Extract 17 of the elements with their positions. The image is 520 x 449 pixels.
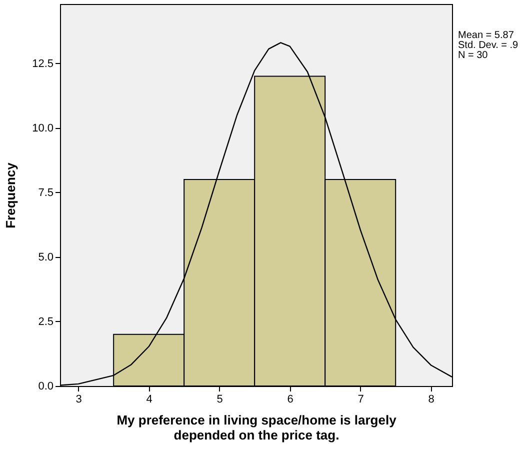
x-tick-label: 8 <box>428 394 434 406</box>
x-tick-label: 7 <box>358 394 364 406</box>
x-tick-label: 6 <box>287 394 294 406</box>
y-tick-label: 2.5 <box>38 316 54 328</box>
x-tick-label: 4 <box>146 394 152 406</box>
x-axis-title: My preference in living space/home is largely depended on the price tag. <box>116 412 398 442</box>
text: N = 30 <box>458 50 488 61</box>
text: Mean = 5.87 <box>458 30 514 41</box>
x-tick-label: 3 <box>76 394 82 406</box>
y-tick-label: 0.0 <box>38 380 54 392</box>
x-tick-label: 5 <box>216 394 223 406</box>
y-tick-label: 10.0 <box>32 122 54 134</box>
y-axis-title: Frequency <box>3 162 18 228</box>
y-tick-label: 5.0 <box>38 251 54 264</box>
y-tick-label: 12.5 <box>32 58 54 70</box>
text: Std. Dev. = .9 <box>458 40 519 51</box>
y-tick-label: 7.5 <box>38 186 54 199</box>
